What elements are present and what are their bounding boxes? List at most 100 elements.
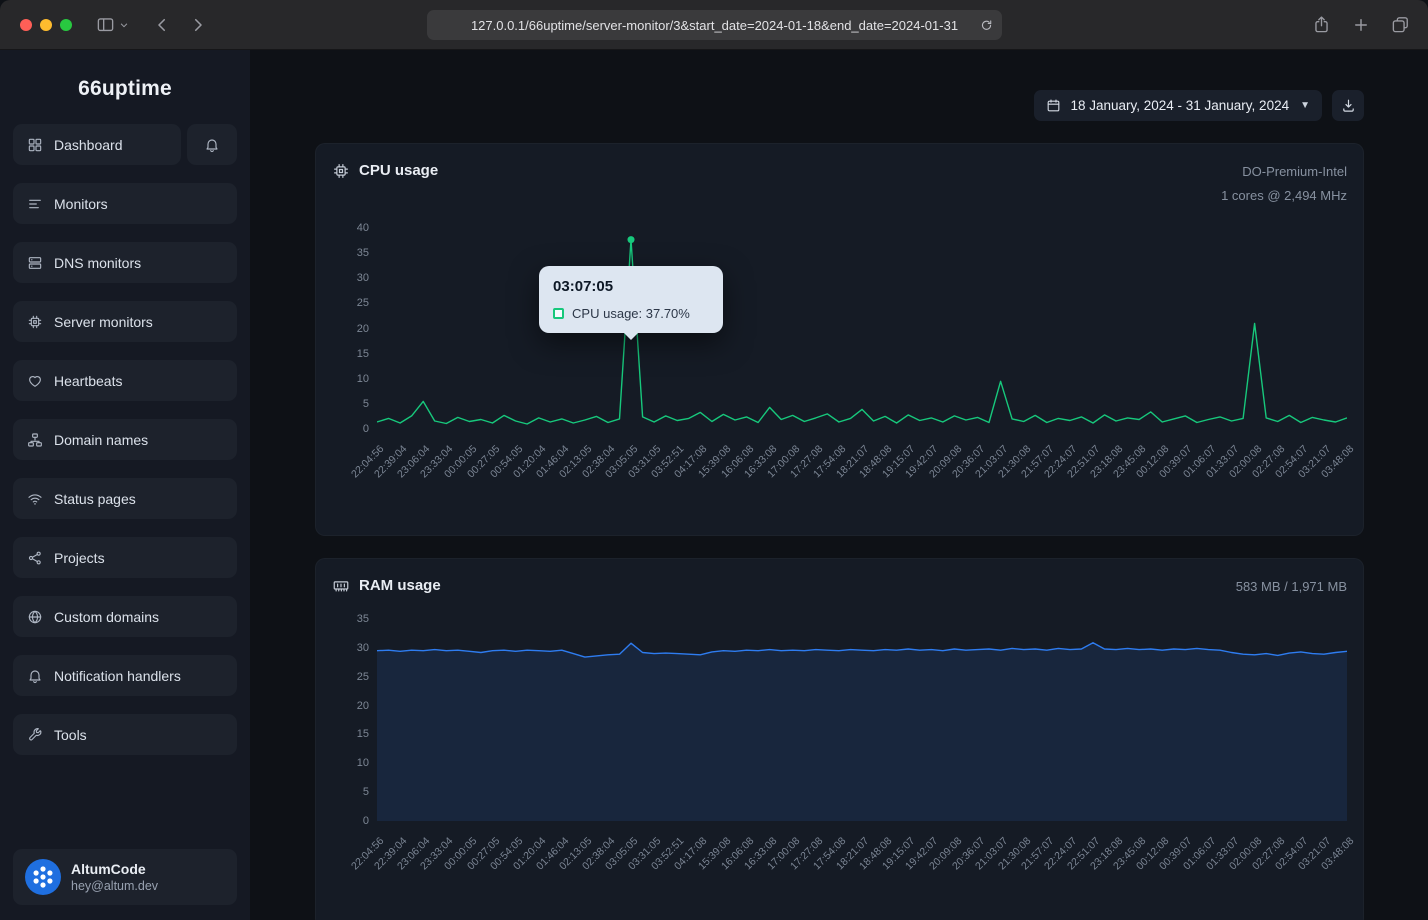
y-tick-label: 35: [357, 247, 369, 259]
url-text: 127.0.0.1/66uptime/server-monitor/3&star…: [471, 18, 958, 33]
user-email: hey@altum.dev: [71, 879, 158, 893]
sidebar-item-status-pages[interactable]: Status pages: [13, 478, 237, 519]
ram-card-header: RAM usage 583 MB / 1,971 MB: [332, 575, 1347, 599]
url-field[interactable]: 127.0.0.1/66uptime/server-monitor/3&star…: [427, 10, 1002, 40]
cpu-chart-area: 4035302520151050 03:07:05 CPU usage: 37.…: [332, 222, 1347, 435]
wrench-icon: [27, 727, 43, 743]
wifi-icon: [27, 491, 43, 507]
sidebar-item-label: Server monitors: [54, 314, 153, 330]
user-name: AltumCode: [71, 861, 158, 877]
bell-icon: [204, 137, 220, 153]
sidebar-item-label: Dashboard: [54, 137, 123, 153]
back-icon[interactable]: [153, 16, 171, 34]
date-range-button[interactable]: 18 January, 2024 - 31 January, 2024 ▼: [1034, 90, 1322, 121]
y-tick-label: 40: [357, 222, 369, 234]
y-tick-label: 35: [357, 613, 369, 625]
sidebar-item-label: Custom domains: [54, 609, 159, 625]
chart-tooltip: 03:07:05 CPU usage: 37.70%: [539, 266, 723, 333]
sidebar-item-label: Notification handlers: [54, 668, 181, 684]
sidebar-item-server-monitors[interactable]: Server monitors: [13, 301, 237, 342]
cpu-server-meta: DO-Premium-Intel 1 cores @ 2,494 MHz: [1221, 160, 1347, 208]
main-content: 18 January, 2024 - 31 January, 2024 ▼ CP…: [250, 50, 1428, 920]
sidebar-item-custom-domains[interactable]: Custom domains: [13, 596, 237, 637]
heart-icon: [27, 373, 43, 389]
sidebar-item-projects[interactable]: Projects: [13, 537, 237, 578]
brand-title: 66uptime: [13, 50, 237, 124]
ram-chart-area: 35302520151050: [332, 613, 1347, 827]
download-icon: [1341, 98, 1356, 113]
dns-icon: [27, 255, 43, 271]
ram-chart[interactable]: [377, 613, 1347, 827]
sidebar-item-notification-handlers[interactable]: Notification handlers: [13, 655, 237, 696]
cpu-x-axis: 22:04:5622:39:0423:06:0423:33:0400:00:05…: [378, 435, 1348, 519]
y-tick-label: 10: [357, 757, 369, 769]
y-tick-label: 20: [357, 323, 369, 335]
cpu-card-title: CPU usage: [332, 160, 438, 208]
cpu-y-axis: 4035302520151050: [332, 222, 377, 435]
close-window-button[interactable]: [20, 19, 32, 31]
cpu-usage-card: CPU usage DO-Premium-Intel 1 cores @ 2,4…: [315, 143, 1364, 536]
sidebar-item-dns-monitors[interactable]: DNS monitors: [13, 242, 237, 283]
ram-usage-card: RAM usage 583 MB / 1,971 MB 353025201510…: [315, 558, 1364, 920]
y-tick-label: 25: [357, 297, 369, 309]
new-tab-icon[interactable]: [1352, 16, 1370, 34]
date-range-label: 18 January, 2024 - 31 January, 2024: [1070, 98, 1289, 113]
browser-window: 127.0.0.1/66uptime/server-monitor/3&star…: [0, 0, 1428, 920]
notifications-button[interactable]: [187, 124, 237, 165]
toolbar-right-actions: [1312, 15, 1410, 34]
cpu-card-header: CPU usage DO-Premium-Intel 1 cores @ 2,4…: [332, 160, 1347, 208]
sidebar-item-tools[interactable]: Tools: [13, 714, 237, 755]
sidebar-toggle-icon[interactable]: [96, 15, 115, 34]
sitemap-icon: [27, 432, 43, 448]
forward-icon[interactable]: [189, 16, 207, 34]
ram-icon: [332, 577, 350, 595]
sidebar-item-label: Monitors: [54, 196, 108, 212]
y-tick-label: 0: [363, 815, 369, 827]
ram-card-title: RAM usage: [332, 575, 441, 599]
dashboard-icon: [27, 137, 43, 153]
sidebar-item-dashboard[interactable]: Dashboard: [13, 124, 181, 165]
user-card[interactable]: AltumCode hey@altum.dev: [13, 849, 237, 905]
nodes-icon: [27, 550, 43, 566]
export-button[interactable]: [1332, 90, 1364, 121]
y-tick-label: 30: [357, 642, 369, 654]
y-tick-label: 5: [363, 786, 369, 798]
sidebar-item-monitors[interactable]: Monitors: [13, 183, 237, 224]
tooltip-value: CPU usage: 37.70%: [572, 306, 690, 321]
ram-y-axis: 35302520151050: [332, 613, 377, 827]
sidebar-item-label: Projects: [54, 550, 105, 566]
series-swatch: [553, 308, 564, 319]
ram-line-series: [377, 613, 1347, 827]
y-tick-label: 30: [357, 272, 369, 284]
zoom-window-button[interactable]: [60, 19, 72, 31]
reload-icon[interactable]: [980, 19, 993, 32]
minimize-window-button[interactable]: [40, 19, 52, 31]
tooltip-series-row: CPU usage: 37.70%: [553, 306, 709, 321]
sidebar-item-domain-names[interactable]: Domain names: [13, 419, 237, 460]
window-controls: [20, 19, 72, 31]
altumcode-logo-icon: [25, 859, 61, 895]
y-tick-label: 10: [357, 373, 369, 385]
tooltip-arrow: [623, 332, 639, 340]
sidebar-item-label: Status pages: [54, 491, 136, 507]
sidebar-item-label: Heartbeats: [54, 373, 122, 389]
tabs-overview-icon[interactable]: [1391, 15, 1410, 34]
browser-toolbar: 127.0.0.1/66uptime/server-monitor/3&star…: [0, 0, 1428, 50]
y-tick-label: 15: [357, 728, 369, 740]
sidebar-item-heartbeats[interactable]: Heartbeats: [13, 360, 237, 401]
page-controls: 18 January, 2024 - 31 January, 2024 ▼: [315, 90, 1364, 121]
cpu-chart[interactable]: 03:07:05 CPU usage: 37.70%: [377, 222, 1347, 435]
globe-icon: [27, 609, 43, 625]
share-icon[interactable]: [1312, 15, 1331, 34]
sidebar-item-label: Tools: [54, 727, 87, 743]
server-cores: 1 cores @ 2,494 MHz: [1221, 184, 1347, 208]
sidebar: 66uptime Dashboard Monitors DNS monitors Se…: [0, 50, 250, 920]
caret-down-icon: ▼: [1300, 100, 1310, 111]
chevron-down-icon[interactable]: [119, 20, 129, 30]
cpu-line-series: [377, 222, 1347, 435]
sidebar-item-label: Domain names: [54, 432, 148, 448]
monitors-icon: [27, 196, 43, 212]
sidebar-nav: Dashboard Monitors DNS monitors Server moni…: [13, 124, 237, 755]
server-plan: DO-Premium-Intel: [1221, 160, 1347, 184]
sidebar-item-label: DNS monitors: [54, 255, 141, 271]
